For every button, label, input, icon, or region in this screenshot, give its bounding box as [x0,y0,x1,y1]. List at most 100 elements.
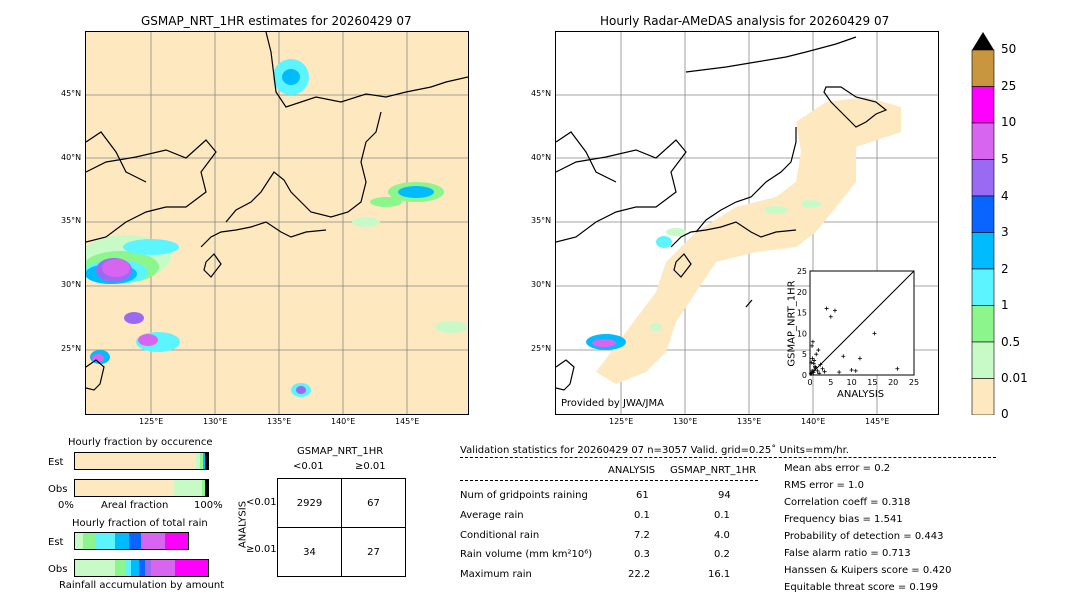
left-lon-tick-125: 125°E [139,417,164,426]
colorbar-label-1: 1 [1001,298,1009,312]
validation-row-gsmap: 16.1 [708,569,731,580]
scatter-point [811,361,816,366]
colorbar-segment [971,232,995,270]
validation-table-rule [460,480,758,481]
right-lat-tick-25: 25°N [531,344,552,353]
occurrence-axis-right: 100% [194,500,223,511]
scatter-point [832,308,837,313]
scatter-point [818,362,823,367]
scatter-point [812,368,817,373]
scatter-inset: 00 5 5 10 10 15 15 20 20 25 25 [797,267,919,387]
colorbar-segment [971,86,995,124]
scatter-x-tick: 20 [888,378,898,387]
scatter-xlabel: ANALYSIS [837,389,885,400]
scatter-point [815,368,820,373]
left-lat-tick-45: 45°N [61,89,82,98]
score-frequency-bias: Frequency bias = 1.541 [784,514,903,525]
validation-row-analysis: 22.2 [628,569,651,580]
right-lon-tick-145: 145°E [865,417,890,426]
scatter-x-tick: 0 [807,378,812,387]
left-lon-tick-145: 145°E [395,417,420,426]
colorbar-label-0.01: 0.01 [1001,371,1028,385]
scatter-x-tick: 15 [867,378,877,387]
occurrence-est-bar [74,452,209,470]
validation-col-analysis: ANALYSIS [608,465,656,476]
colorbar-label-10: 10 [1001,115,1017,129]
scatter-x-tick: 5 [828,378,833,387]
colorbar-segment [971,341,995,379]
scatter-y-tick: 5 [802,350,807,359]
score-pod: Probability of detection = 0.443 [784,531,944,542]
colorbar-label-0.5: 0.5 [1001,335,1021,349]
validation-col-gsmap: GSMAP_NRT_1HR [670,465,757,476]
left-lon-tick-140: 140°E [331,417,356,426]
colorbar-segment [971,159,995,197]
right-map-title: Hourly Radar-AMeDAS analysis for 2026042… [600,14,890,28]
scatter-point [828,314,833,319]
left-lon-tick-130: 130°E [203,417,228,426]
left-lat-tick-30: 30°N [61,280,82,289]
validation-header: Validation statistics for 20260429 07 n=… [460,445,849,456]
scatter-point [816,348,821,353]
scatter-point [811,370,816,375]
score-mae: Mean abs error = 0.2 [784,463,891,474]
validation-row-label: Rain volume (mm km²10⁶) [460,549,593,560]
colorbar-segment [971,49,995,87]
scatter-point [808,371,813,376]
colorbar-segment [971,122,995,160]
scatter-point [837,370,842,375]
scatter-x-tick: 25 [909,378,919,387]
scatter-point [810,339,815,344]
score-ets: Equitable threat score = 0.199 [784,582,939,593]
contingency-cell: 67 [341,478,406,528]
contingency-col-header-lt: <0.01 [293,461,324,472]
scatter-point [814,352,819,357]
contingency-title: GSMAP_NRT_1HR [297,446,384,457]
total-est-label: Est [48,537,64,548]
left-map-layer [86,32,468,414]
occurrence-obs-label: Obs [48,484,68,495]
scatter-point [820,366,825,371]
occurrence-axis-mid: Areal fraction [101,500,169,511]
occurrence-obs-bar [74,479,209,497]
colorbar-label-3: 3 [1001,225,1009,239]
scatter-y-tick: 0 [802,371,807,380]
validation-row-label: Num of gridpoints raining [460,490,588,501]
validation-row-analysis: 7.2 [634,530,650,541]
scatter-ylabel: GSMAP_NRT_1HR [786,280,798,367]
validation-header-rule [460,457,996,458]
colorbar-segment [971,378,995,415]
right-lat-tick-30: 30°N [531,280,552,289]
contingency-row-header-lt: <0.01 [246,497,277,508]
validation-row-gsmap: 94 [718,490,731,501]
scatter-point [810,356,815,361]
colorbar-label-2: 2 [1001,262,1009,276]
scatter-point [853,368,858,373]
contingency-cell: 2929 [277,478,342,528]
contingency-cell: 27 [341,527,406,577]
right-lat-tick-45: 45°N [531,89,552,98]
validation-row-gsmap: 0.1 [714,510,730,521]
total-title: Hourly fraction of total rain [72,518,208,529]
colorbar-segment [971,195,995,233]
left-lat-tick-25: 25°N [61,344,82,353]
colorbar-segment [971,305,995,343]
scatter-point [812,358,817,363]
right-lon-tick-135: 135°E [737,417,762,426]
occurrence-title: Hourly fraction by occurence [68,437,213,448]
colorbar-label-25: 25 [1001,79,1017,93]
validation-row-label: Conditional rain [460,530,540,541]
right-lon-tick-130: 130°E [673,417,698,426]
total-est-bar [74,532,189,550]
scatter-point [857,356,862,361]
scatter-y-tick: 25 [797,267,807,276]
scatter-x-tick: 10 [847,378,857,387]
occurrence-axis-left: 0% [58,500,74,511]
colorbar-label-0: 0 [1001,407,1009,421]
scatter-point [817,371,822,376]
right-lon-tick-125: 125°E [609,417,634,426]
left-lat-tick-35: 35°N [61,216,82,225]
colorbar-label-50: 50 [1001,42,1017,56]
colorbar-segment [971,268,995,306]
scatter-point [809,360,814,365]
